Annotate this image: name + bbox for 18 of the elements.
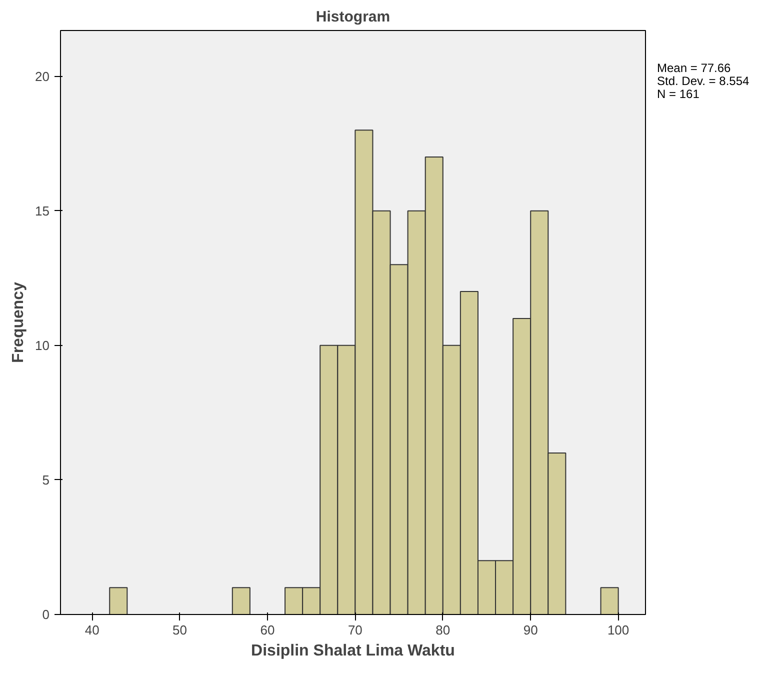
y-tick-label: 0 (42, 607, 50, 622)
x-tick-label: 40 (84, 622, 100, 638)
chart-title: Histogram (316, 8, 390, 26)
y-tick-label: 5 (42, 472, 50, 488)
x-tick-label: 50 (172, 622, 188, 638)
text: Std. Dev. = 8.554 (657, 74, 750, 88)
y-tick-label: 10 (35, 338, 50, 353)
text: Mean = 77.66 (657, 61, 731, 75)
x-tick-label: 100 (607, 622, 630, 638)
y-axis-title: Frequency (10, 282, 28, 363)
x-tick-label: 80 (436, 622, 450, 638)
text: N = 161 (657, 87, 700, 101)
x-tick-label: 60 (260, 622, 275, 638)
y-tick-label: 20 (35, 68, 50, 84)
x-axis-title: Disiplin Shalat Lima Waktu (251, 642, 455, 660)
x-tick-label: 70 (348, 622, 362, 638)
y-tick-label: 15 (35, 203, 50, 218)
x-tick-label: 90 (523, 622, 538, 638)
